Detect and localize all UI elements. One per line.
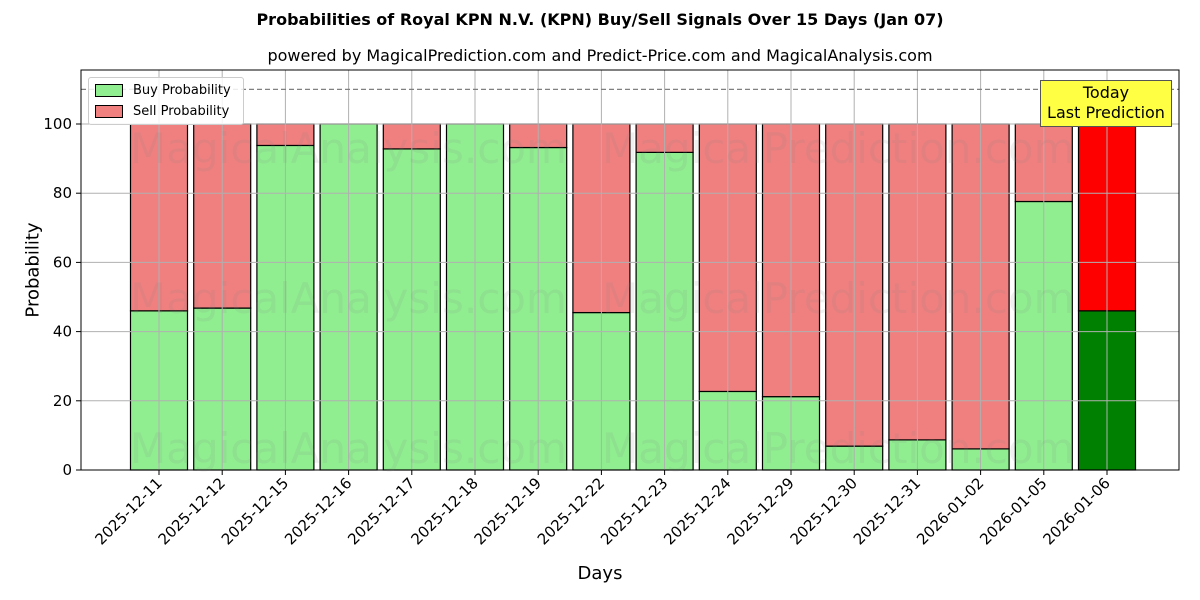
x-tick-label: 2025-12-24 <box>660 474 734 548</box>
y-tick-label: 40 <box>53 323 72 341</box>
x-tick-label: 2025-12-15 <box>218 474 292 548</box>
x-tick-label: 2026-01-02 <box>913 474 987 548</box>
x-axis-label: Days <box>577 563 623 584</box>
x-tick-label: 2025-12-22 <box>534 474 608 548</box>
legend-item-buy: Buy Probability <box>95 82 231 98</box>
chart-title: Probabilities of Royal KPN N.V. (KPN) Bu… <box>256 10 944 29</box>
annotation-line-2: Last Prediction <box>1047 103 1165 122</box>
buy-swatch-icon <box>95 83 123 97</box>
y-axis-label: Probability <box>22 222 44 318</box>
y-tick-label: 100 <box>43 115 72 133</box>
watermark: MagicalPrediction.com <box>602 124 1075 173</box>
x-tick-label: 2025-12-31 <box>850 474 924 548</box>
watermark: MagicalAnalysis.com <box>130 424 567 473</box>
y-tick-label: 20 <box>53 392 72 410</box>
x-tick-label: 2026-01-05 <box>976 474 1050 548</box>
watermark: MagicalAnalysis.com <box>130 124 567 173</box>
x-tick-label: 2026-01-06 <box>1039 474 1113 548</box>
x-tick-label: 2025-12-12 <box>155 474 229 548</box>
x-tick-label: 2025-12-17 <box>344 474 418 548</box>
y-tick-label: 0 <box>62 461 72 479</box>
y-tick-label: 60 <box>53 253 72 271</box>
watermark: MagicalPrediction.com <box>602 424 1075 473</box>
legend-label-sell: Sell Probability <box>133 103 230 119</box>
annotation-line-1: Today <box>1082 83 1130 102</box>
x-tick-label: 2025-12-18 <box>407 474 481 548</box>
x-tick-label: 2025-12-23 <box>597 474 671 548</box>
chart-legend: Buy Probability Sell Probability <box>88 77 244 125</box>
legend-label-buy: Buy Probability <box>133 82 231 98</box>
y-tick-label: 80 <box>53 184 72 202</box>
x-tick-label: 2025-12-16 <box>281 474 355 548</box>
x-tick-label: 2025-12-19 <box>471 474 545 548</box>
watermark: MagicalAnalysis.com <box>130 274 567 323</box>
watermark: MagicalPrediction.com <box>602 274 1075 323</box>
x-tick-label: 2025-12-29 <box>723 474 797 548</box>
sell-swatch-icon <box>95 104 123 118</box>
chart-subtitle: powered by MagicalPrediction.com and Pre… <box>267 46 933 65</box>
x-tick-label: 2025-12-30 <box>787 474 861 548</box>
legend-item-sell: Sell Probability <box>95 103 229 119</box>
today-annotation: Today Last Prediction <box>1040 80 1172 127</box>
x-tick-label: 2025-12-11 <box>91 474 165 548</box>
plot-frame <box>80 69 1180 471</box>
